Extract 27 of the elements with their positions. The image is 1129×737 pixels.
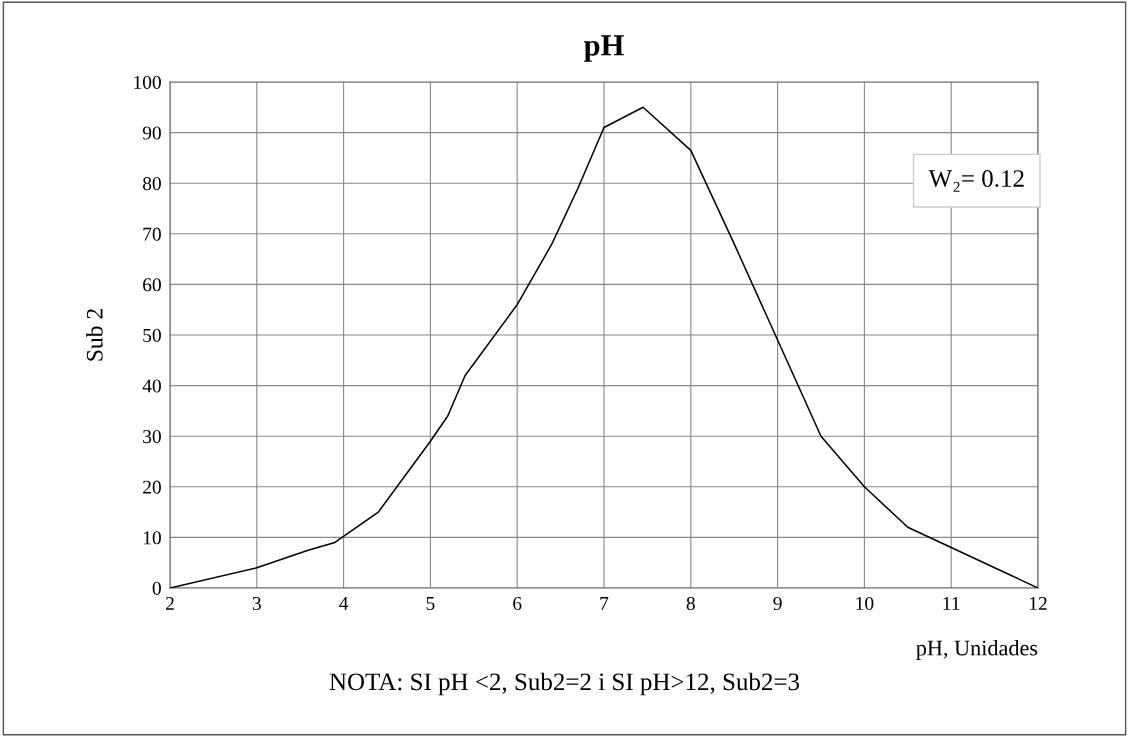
y-tick-label: 0	[152, 581, 161, 595]
y-tick-label: 10	[143, 531, 161, 545]
x-tick-label: 11	[943, 596, 960, 610]
y-tick-label: 50	[143, 328, 161, 342]
x-tick-label: 12	[1029, 596, 1047, 610]
annotation: W₂= 0.12	[928, 170, 1024, 192]
y-tick-label: 60	[143, 278, 161, 292]
y-axis-title: Sub 2	[86, 309, 103, 361]
chart-title: pH	[584, 35, 624, 62]
x-tick-label: 9	[773, 596, 782, 611]
x-tick-label: 2	[165, 596, 174, 610]
y-tick-label: 30	[143, 430, 161, 444]
x-tick-label: 8	[686, 596, 695, 611]
y-tick-label: 80	[142, 177, 161, 191]
y-tick-label: 20	[143, 480, 161, 494]
x-tick-label: 3	[252, 596, 261, 611]
text: NOTA: SI pH <2, Sub2=2 i SI pH>12, Sub2=3	[329, 672, 800, 696]
x-tick-label: 6	[513, 596, 522, 611]
x-tick-label: 5	[426, 597, 435, 611]
y-tick-label: 70	[143, 227, 161, 241]
y-tick-label: 100	[134, 75, 161, 89]
x-tick-label: 4	[339, 597, 349, 610]
y-tick-label: 90	[142, 126, 161, 140]
y-tick-label: 40	[142, 379, 161, 393]
x-tick-label: 7	[600, 597, 609, 610]
x-axis-title: pH, Unidades	[916, 639, 1038, 661]
x-tick-label: 10	[856, 596, 874, 611]
